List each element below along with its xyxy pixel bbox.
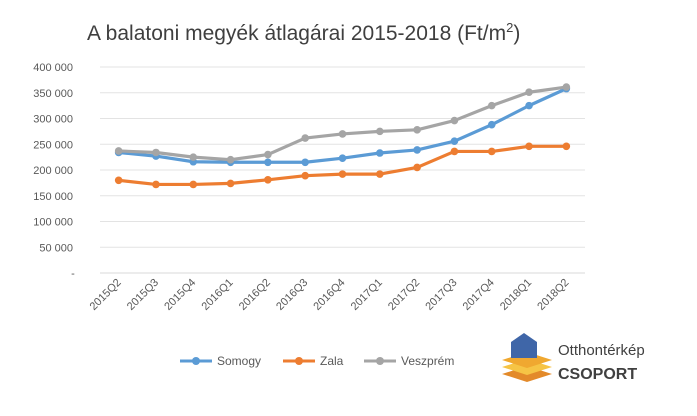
x-tick-label: 2017Q3	[423, 277, 459, 313]
data-point-veszpr-m	[487, 101, 496, 110]
data-point-veszpr-m	[450, 116, 459, 125]
data-point-veszpr-m	[189, 153, 198, 161]
data-point-veszpr-m	[301, 134, 309, 142]
x-tick-label: 2016Q3	[274, 277, 310, 313]
data-point-somogy	[301, 158, 309, 167]
y-tick-label: -	[71, 268, 75, 280]
x-tick-label: 2017Q4	[461, 277, 497, 313]
data-point-zala	[301, 171, 309, 180]
data-point-zala	[338, 170, 347, 178]
data-point-somogy	[487, 120, 496, 129]
legend-marker-zala	[295, 357, 303, 365]
data-point-zala	[264, 175, 272, 184]
data-point-zala	[487, 147, 496, 156]
x-tick-label: 2015Q3	[125, 277, 161, 313]
data-point-zala	[152, 180, 160, 189]
x-tick-label: 2018Q2	[535, 277, 571, 313]
data-point-zala	[189, 180, 198, 189]
data-point-somogy	[264, 158, 272, 167]
logo-line2: CSOPORT	[558, 366, 637, 383]
company-logo: Otthontérkép CSOPORT	[502, 333, 645, 383]
y-tick-label: 350 000	[33, 88, 73, 100]
data-point-zala	[562, 142, 571, 151]
y-tick-label: 400 000	[33, 62, 73, 74]
data-point-veszpr-m	[152, 148, 160, 157]
y-tick-label: 200 000	[33, 165, 73, 177]
data-point-zala	[525, 142, 533, 151]
logo-line1: Otthontérkép	[558, 342, 645, 359]
data-point-zala	[413, 163, 421, 172]
logo-house-icon	[502, 333, 552, 382]
y-tick-label: 150 000	[33, 191, 73, 203]
x-tick-label: 2015Q4	[162, 277, 198, 313]
data-point-somogy	[525, 101, 533, 110]
data-point-veszpr-m	[114, 147, 123, 155]
data-point-zala	[376, 170, 384, 178]
data-point-veszpr-m	[376, 127, 384, 136]
x-tick-label: 2017Q1	[349, 277, 385, 313]
data-point-zala	[450, 147, 459, 156]
legend-marker-veszpr-m	[376, 357, 384, 365]
data-point-somogy	[450, 137, 459, 145]
data-point-veszpr-m	[226, 155, 235, 164]
chart-title: A balatoni megyék átlagárai 2015-2018 (F…	[87, 20, 520, 45]
x-tick-label: 2015Q2	[88, 277, 124, 313]
x-axis: 2015Q2 2015Q3 2015Q4 2016Q1 2016Q2 2016Q3 2016…	[88, 277, 572, 313]
x-tick-label: 2016Q2	[237, 277, 273, 313]
legend-marker-somogy	[192, 357, 200, 365]
data-point-veszpr-m	[264, 150, 272, 159]
x-tick-label: 2016Q4	[311, 277, 347, 313]
y-tick-label: 250 000	[33, 139, 73, 151]
gridlines	[100, 66, 585, 274]
data-point-zala	[114, 176, 123, 185]
y-axis: - 50 000 100 000 150 000 200 000 250 000 300 0…	[33, 62, 75, 280]
data-point-veszpr-m	[413, 126, 421, 134]
data-point-zala	[226, 179, 235, 188]
chart-title-main: A balatoni megyék átlagárai 2015-2018 (F…	[87, 22, 506, 45]
data-point-somogy	[376, 149, 384, 157]
y-tick-label: 300 000	[33, 114, 73, 126]
legend-label-somogy: Somogy	[217, 354, 261, 368]
x-tick-label: 2017Q2	[386, 277, 422, 313]
series-line-zala	[117, 144, 568, 187]
legend: Somogy Zala Veszprém	[180, 354, 454, 368]
chart-title-suffix: )	[513, 22, 520, 45]
y-tick-label: 100 000	[33, 217, 73, 229]
y-tick-label: 50 000	[39, 242, 73, 254]
data-point-somogy	[413, 146, 421, 154]
legend-label-veszpr-m: Veszprém	[401, 354, 454, 368]
data-point-veszpr-m	[562, 83, 571, 91]
data-point-somogy	[338, 154, 347, 162]
x-tick-label: 2016Q1	[200, 277, 236, 313]
data-point-veszpr-m	[525, 88, 533, 97]
series-line-veszpr-m	[117, 85, 568, 162]
x-tick-label: 2018Q1	[498, 277, 534, 313]
chart-title-superscript: 2	[506, 20, 513, 35]
data-point-veszpr-m	[338, 130, 347, 138]
series-group	[114, 83, 571, 189]
legend-label-zala: Zala	[320, 354, 344, 368]
